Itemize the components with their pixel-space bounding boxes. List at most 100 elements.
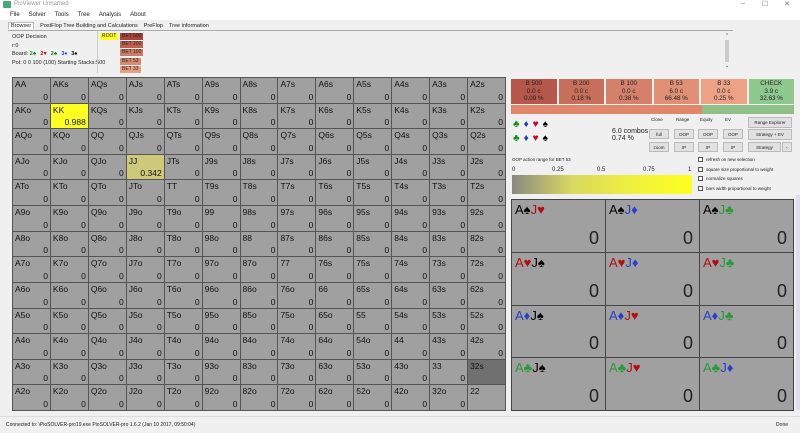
hand-cell[interactable]: 85o 0 — [240, 308, 278, 334]
hand-cell[interactable]: 87o 0 — [240, 257, 278, 282]
maximize-button[interactable]: ☐ — [761, 1, 769, 8]
tree-node-bet[interactable]: BET 200 — [120, 41, 144, 49]
hand-cell[interactable]: Q9s 0 — [202, 129, 240, 154]
combo-cell[interactable]: A♥J♠ 0 — [512, 252, 605, 305]
hand-cell[interactable]: T5s 0 — [354, 180, 392, 206]
checkbox-icon[interactable] — [698, 176, 703, 181]
hand-cell[interactable]: J2s 0 — [468, 154, 505, 180]
hand-cell[interactable]: 83o 0 — [240, 359, 278, 385]
hand-cell[interactable]: K5o 0 — [50, 308, 88, 334]
tree-node-bet[interactable]: BET 53 — [120, 57, 141, 65]
hand-cell[interactable]: KK 0.988 — [50, 103, 88, 129]
hand-cell[interactable]: 84s 0 — [392, 231, 430, 257]
suit-toggle-icon[interactable]: ♦ — [523, 133, 529, 144]
hand-cell[interactable]: J9s 0 — [202, 154, 240, 180]
control-button[interactable]: IP — [674, 142, 694, 152]
hand-cell[interactable]: 92s 0 — [468, 206, 505, 231]
hand-cell[interactable]: 84o 0 — [240, 334, 278, 359]
tree-node-bet[interactable]: BET 500 — [120, 33, 144, 40]
hand-cell[interactable]: J4o 0 — [126, 334, 164, 359]
hand-cell[interactable]: K2s 0 — [468, 103, 505, 129]
hand-cell[interactable]: 55 0 — [354, 308, 392, 334]
control-button[interactable]: full — [649, 129, 669, 139]
hand-cell[interactable]: 42o 0 — [392, 385, 430, 410]
hand-cell[interactable]: J5o 0 — [126, 308, 164, 334]
hand-cell[interactable]: K8s 0 — [240, 103, 278, 129]
hand-cell[interactable]: J9o 0 — [126, 206, 164, 231]
hand-cell[interactable]: JTs 0 — [164, 154, 202, 180]
hand-cell[interactable]: AJo 0 — [13, 154, 50, 180]
hand-cell[interactable]: Q4s 0 — [392, 129, 430, 154]
hand-cell[interactable]: QQ 0 — [88, 129, 126, 154]
hand-cell[interactable]: 54s 0 — [392, 308, 430, 334]
hand-cell[interactable]: Q2s 0 — [468, 129, 505, 154]
hand-cell[interactable]: 74o 0 — [278, 334, 316, 359]
control-button[interactable]: OOP — [723, 129, 743, 139]
action-box[interactable]: CHECK 3.9 c 32.63 % — [748, 79, 794, 104]
hand-cell[interactable]: A5s 0 — [354, 78, 392, 103]
action-box[interactable]: B 200 0.0 c 0.18 % — [558, 79, 604, 104]
hand-cell[interactable]: 62o 0 — [316, 385, 354, 410]
tree-node-bet[interactable]: BET 100 — [120, 49, 144, 57]
hand-cell[interactable]: T8s 0 — [240, 180, 278, 206]
hand-cell[interactable]: A3o 0 — [13, 359, 50, 385]
strategy-button[interactable]: Strategy — [748, 142, 781, 152]
combo-cell[interactable]: A♠J♣ 0 — [700, 200, 793, 252]
hand-cell[interactable]: T3s 0 — [430, 180, 468, 206]
hand-cell[interactable]: K6s 0 — [316, 103, 354, 129]
hand-cell[interactable]: 74s 0 — [392, 257, 430, 282]
hand-cell[interactable]: 75s 0 — [354, 257, 392, 282]
hand-cell[interactable]: J7o 0 — [126, 257, 164, 282]
control-button[interactable]: OOP — [674, 129, 694, 139]
hand-cell[interactable]: 43o 0 — [392, 359, 430, 385]
hand-cell[interactable]: AA 0 — [13, 78, 50, 103]
hand-cell[interactable]: 87s 0 — [278, 231, 316, 257]
hand-cell[interactable]: K2o 0 — [50, 385, 88, 410]
hand-cell[interactable]: K3o 0 — [50, 359, 88, 385]
hand-cell[interactable]: 92o 0 — [202, 385, 240, 410]
hand-cell[interactable]: AQs 0 — [88, 78, 126, 103]
suit-toggle-icon[interactable]: ♣ — [513, 133, 520, 144]
combo-cell[interactable]: A♦J♣ 0 — [700, 305, 793, 358]
hand-cell[interactable]: QTs 0 — [164, 129, 202, 154]
scroll-up-icon[interactable]: ⌃ — [724, 33, 730, 39]
hand-cell[interactable]: A9s 0 — [202, 78, 240, 103]
hand-cell[interactable]: 52s 0 — [468, 308, 505, 334]
hand-cell[interactable]: AKs 0 — [50, 78, 88, 103]
hand-cell[interactable]: 32o 0 — [430, 385, 468, 410]
hand-cell[interactable]: 97o 0 — [202, 257, 240, 282]
combo-cell[interactable]: A♥J♦ 0 — [606, 252, 699, 305]
control-button[interactable]: OOP — [698, 129, 718, 139]
hand-cell[interactable]: AKo 0 — [13, 103, 50, 129]
hand-cell[interactable]: Q6s 0 — [316, 129, 354, 154]
hand-cell[interactable]: A7s 0 — [278, 78, 316, 103]
hand-cell[interactable]: K5s 0 — [354, 103, 392, 129]
hand-cell[interactable]: 53o 0 — [354, 359, 392, 385]
hand-cell[interactable]: Q7s 0 — [278, 129, 316, 154]
hand-cell[interactable]: K8o 0 — [50, 231, 88, 257]
hand-cell[interactable]: KQs 0 — [88, 103, 126, 129]
hand-cell[interactable]: A2o 0 — [13, 385, 50, 410]
hand-cell[interactable]: K7s 0 — [278, 103, 316, 129]
control-button[interactable]: IP — [698, 142, 718, 152]
hand-cell[interactable]: T7o 0 — [164, 257, 202, 282]
hand-cell[interactable]: 82o 0 — [240, 385, 278, 410]
hand-cell[interactable]: 72o 0 — [278, 385, 316, 410]
hand-cell[interactable]: 99 0 — [202, 206, 240, 231]
hand-cell[interactable]: A9o 0 — [13, 206, 50, 231]
action-box[interactable]: B 33 0.0 c 0.25 % — [701, 79, 747, 104]
hand-cell[interactable]: 83s 0 — [430, 231, 468, 257]
action-box[interactable]: B 500 0.0 c 0.09 % — [511, 79, 557, 104]
option-checkbox[interactable]: normalize squares — [698, 176, 743, 181]
menu-solver[interactable]: Solver — [28, 12, 46, 18]
hand-cell[interactable]: QTo 0 — [88, 180, 126, 206]
hand-cell[interactable]: T4o 0 — [164, 334, 202, 359]
tree-scrollbar[interactable]: ⌃ ⌄ — [724, 33, 730, 70]
hand-cell[interactable]: J6s 0 — [316, 154, 354, 180]
hand-cell[interactable]: 98o 0 — [202, 231, 240, 257]
hand-cell[interactable]: K4o 0 — [50, 334, 88, 359]
close-button[interactable]: ✕ — [784, 1, 790, 8]
hand-cell[interactable]: A2s 0 — [468, 78, 505, 103]
hand-cell[interactable]: 98s 0 — [240, 206, 278, 231]
suit-toggle-icon[interactable]: ♥ — [532, 133, 539, 144]
